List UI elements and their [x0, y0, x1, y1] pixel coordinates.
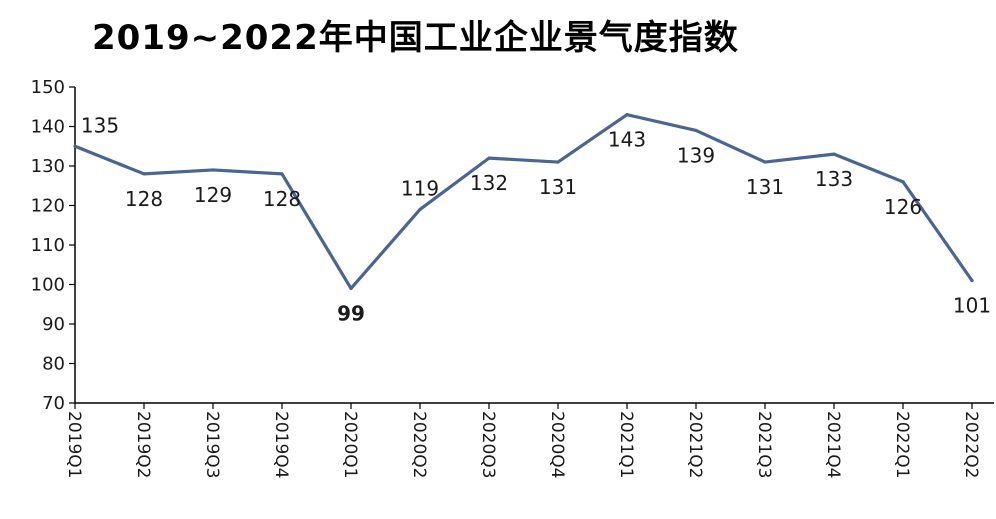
chart-title: 2019~2022年中国工业企业景气度指数	[92, 18, 739, 58]
x-tick-label: 2022Q2	[961, 411, 981, 478]
data-label: 133	[815, 167, 853, 191]
data-point	[211, 168, 215, 172]
data-label: 131	[746, 175, 784, 199]
data-label: 128	[263, 187, 301, 211]
data-label: 99	[337, 301, 365, 325]
data-label: 119	[401, 176, 439, 200]
data-point	[73, 144, 77, 148]
data-label: 143	[608, 128, 646, 152]
x-tick-label: 2020Q4	[547, 411, 567, 478]
data-point	[901, 180, 905, 184]
x-tick-label: 2019Q4	[271, 411, 291, 478]
data-point	[832, 152, 836, 156]
x-tick-label: 2022Q1	[892, 411, 912, 478]
y-tick-label: 110	[31, 235, 65, 256]
data-point	[763, 160, 767, 164]
data-point	[142, 172, 146, 176]
x-tick-label: 2019Q3	[202, 411, 222, 478]
data-point	[487, 156, 491, 160]
x-tick-label: 2020Q3	[478, 411, 498, 478]
y-tick-label: 120	[31, 196, 65, 217]
series-line	[73, 113, 974, 291]
y-tick-label: 130	[31, 156, 65, 177]
data-point	[349, 286, 353, 291]
data-point	[694, 128, 698, 133]
x-tick-label: 2020Q2	[409, 411, 429, 478]
x-tick-label: 2021Q4	[823, 411, 843, 478]
data-point	[280, 172, 284, 176]
data-label: 129	[194, 183, 232, 207]
x-tick-label: 2019Q2	[133, 411, 153, 478]
data-label: 126	[884, 195, 922, 219]
data-label: 128	[125, 187, 163, 211]
data-label: 131	[539, 175, 577, 199]
data-label: 132	[470, 171, 508, 195]
data-point	[418, 207, 422, 212]
data-label: 139	[677, 143, 715, 167]
y-tick-label: 90	[42, 314, 65, 335]
y-tick-label: 150	[31, 77, 65, 98]
x-tick-label: 2021Q2	[685, 411, 705, 478]
y-tick-label: 100	[31, 275, 65, 296]
x-tick-label: 2021Q3	[754, 411, 774, 478]
data-label: 101	[953, 294, 991, 318]
x-tick-label: 2020Q1	[340, 411, 360, 478]
data-point	[625, 113, 629, 117]
y-tick-label: 140	[31, 117, 65, 138]
data-point	[556, 160, 560, 164]
y-tick-label: 80	[42, 354, 65, 375]
data-label: 135	[81, 113, 119, 137]
y-tick-label: 70	[42, 393, 65, 414]
x-tick-label: 2019Q1	[64, 411, 84, 478]
data-point	[970, 278, 974, 283]
x-tick-label: 2021Q1	[616, 411, 636, 478]
